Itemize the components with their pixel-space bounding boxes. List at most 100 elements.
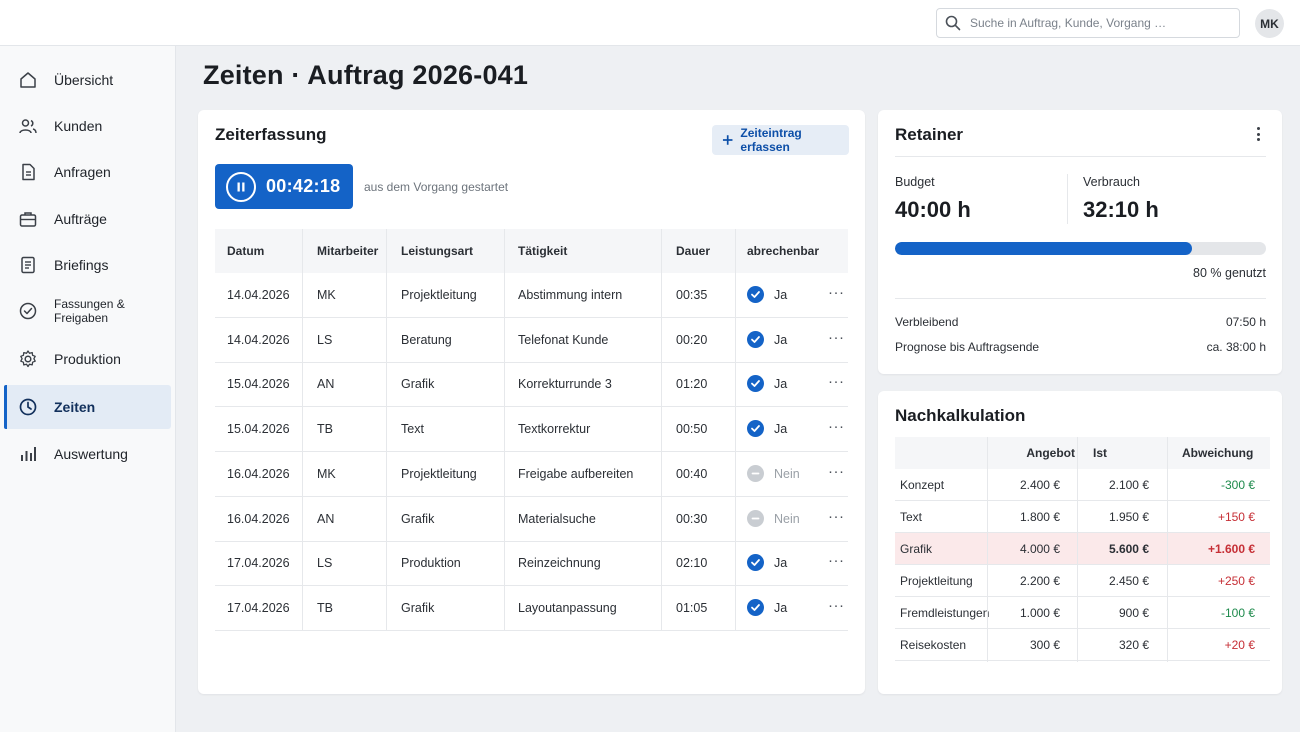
table-row[interactable]: 16.04.2026 MK Projektleitung Freigabe aufbe…: [215, 452, 848, 497]
cell-dauer: 00:30: [676, 511, 708, 526]
more-options-icon[interactable]: [1252, 125, 1264, 143]
row-menu-icon[interactable]: ···: [828, 373, 845, 391]
sidebar-item-kunden[interactable]: Kunden: [4, 104, 171, 148]
cell-mitarbeiter: TB: [317, 600, 333, 615]
cell-position: Projektleitung: [900, 574, 973, 588]
cell-angebot: 1.800 €: [1019, 510, 1060, 524]
row-menu-icon[interactable]: ···: [828, 418, 845, 436]
billable-check-icon[interactable]: [747, 375, 764, 393]
not-billable-minus-icon[interactable]: [747, 464, 764, 482]
column-divider: [661, 229, 662, 631]
billable-check-icon[interactable]: [747, 598, 764, 616]
table-row: Text 1.800 € 1.950 € +150 €: [895, 501, 1270, 533]
column-header-mitarbeiter[interactable]: Mitarbeiter: [317, 244, 379, 258]
cell-position: Text: [900, 510, 923, 524]
column-divider: [987, 437, 988, 662]
column-header-leistungsart[interactable]: Leistungsart: [401, 244, 474, 258]
top-bar: MK: [0, 0, 1300, 46]
column-header-taetigkeit[interactable]: Tätigkeit: [518, 244, 568, 258]
cell-leistungsart: Produktion: [401, 556, 461, 571]
cell-dauer: 02:10: [676, 556, 708, 571]
cell-leistungsart: Grafik: [401, 600, 435, 615]
not-billable-minus-icon[interactable]: [747, 509, 764, 527]
sidebar-item-produktion[interactable]: Produktion: [4, 337, 171, 381]
billable-label: Nein: [774, 511, 800, 526]
table-row: Konzept 2.400 € 2.100 € -300 €: [895, 469, 1270, 501]
sidebar-item-label: Zeiten: [54, 399, 96, 415]
column-header-abrechenbar[interactable]: abrechenbar: [747, 244, 820, 258]
billable-check-icon[interactable]: [747, 420, 764, 438]
sidebar-item-auswertung[interactable]: Auswertung: [4, 432, 171, 476]
sidebar-item-uebersicht[interactable]: Übersicht: [4, 58, 171, 102]
cell-taetigkeit: Abstimmung intern: [518, 288, 623, 302]
budget-label: Budget: [895, 175, 935, 189]
cell-abweichung: -300 €: [1220, 478, 1255, 492]
users-icon: [19, 119, 37, 134]
document-icon: [22, 163, 35, 181]
table-row[interactable]: 14.04.2026 LS Beratung Telefonat Kunde 00:20…: [215, 318, 848, 363]
table-row[interactable]: 15.04.2026 TB Text Textkorrektur 00:50 Ja ···: [215, 407, 848, 453]
table-row[interactable]: 14.04.2026 MK Projektleitung Abstimmung int…: [215, 273, 848, 318]
sidebar-item-label: Fassungen & Freigaben: [54, 297, 125, 325]
table-row[interactable]: 16.04.2026 AN Grafik Materialsuche 00:30 Nein…: [215, 497, 848, 542]
budget-value: 40:00 h: [895, 197, 971, 222]
cell-dauer: 01:05: [676, 600, 708, 615]
cell-position: Konzept: [900, 478, 945, 492]
column-header-datum[interactable]: Datum: [227, 244, 265, 258]
cell-taetigkeit: Telefonat Kunde: [518, 332, 609, 347]
prognose-value: ca. 38:00 h: [1206, 340, 1266, 354]
cell-dauer: 01:20: [676, 377, 708, 392]
column-header-dauer[interactable]: Dauer: [676, 244, 711, 258]
search-box[interactable]: [936, 8, 1240, 38]
column-divider: [302, 229, 303, 631]
cell-angebot: 4.000 €: [1019, 542, 1060, 556]
column-header-ist: Ist: [1093, 446, 1108, 460]
column-header-abweichung: Abweichung: [1182, 446, 1254, 460]
cell-leistungsart: Grafik: [401, 511, 435, 526]
cell-mitarbeiter: MK: [317, 288, 336, 302]
row-menu-icon[interactable]: ···: [828, 552, 845, 570]
row-menu-icon[interactable]: ···: [828, 507, 845, 525]
gear-icon: [20, 350, 36, 368]
cell-ist: 2.450 €: [1108, 574, 1149, 588]
time-table-header: Datum Mitarbeiter Leistungsart Tätigkeit…: [215, 229, 848, 273]
billable-check-icon[interactable]: [747, 330, 764, 348]
search-input[interactable]: [970, 16, 1230, 30]
billable-check-icon[interactable]: [747, 286, 764, 303]
sidebar-item-label: Briefings: [54, 257, 109, 273]
billable-label: Ja: [774, 600, 788, 615]
sidebar-item-briefings[interactable]: Briefings: [4, 243, 171, 287]
sidebar-item-zeiten[interactable]: Zeiten: [4, 385, 171, 429]
table-row[interactable]: 17.04.2026 LS Produktion Reinzeichnung 02:10…: [215, 541, 848, 587]
cell-taetigkeit: Layoutanpassung: [518, 600, 617, 615]
table-row[interactable]: 17.04.2026 TB Grafik Layoutanpassung 01:05 Ja…: [215, 586, 848, 631]
avatar[interactable]: MK: [1255, 9, 1284, 38]
row-menu-icon[interactable]: ···: [828, 596, 845, 614]
cell-position: Grafik: [900, 542, 933, 556]
verbleibend-value: 07:50 h: [1225, 315, 1266, 329]
cell-taetigkeit: Freigabe aufbereiten: [518, 466, 634, 481]
row-menu-icon[interactable]: ···: [828, 284, 845, 301]
sidebar-item-fassungen-freigaben[interactable]: Fassungen & Freigaben: [4, 289, 171, 333]
search-icon: [945, 15, 961, 31]
row-menu-icon[interactable]: ···: [828, 462, 845, 480]
sidebar-item-label: Aufträge: [54, 211, 107, 227]
billable-label: Ja: [774, 332, 788, 347]
cell-datum: 17.04.2026: [227, 556, 290, 571]
column-header-angebot: Angebot: [1026, 446, 1075, 460]
divider: [1067, 174, 1068, 224]
cell-abweichung: +20 €: [1224, 638, 1255, 652]
table-row[interactable]: 15.04.2026 AN Grafik Korrekturrunde 3 01:20 J…: [215, 362, 848, 408]
cell-dauer: 00:20: [676, 332, 708, 347]
billable-check-icon[interactable]: [747, 554, 764, 572]
verbrauch-value: 32:10 h: [1083, 197, 1159, 222]
row-menu-icon[interactable]: ···: [828, 328, 845, 346]
cell-ist: 2.100 €: [1108, 478, 1149, 492]
cell-datum: 15.04.2026: [227, 377, 290, 392]
cell-dauer: 00:35: [676, 288, 708, 302]
check-circle-icon: [19, 302, 37, 320]
sidebar-item-auftraege[interactable]: Aufträge: [4, 197, 171, 241]
sidebar-item-anfragen[interactable]: Anfragen: [4, 150, 171, 194]
pause-button[interactable]: [226, 171, 256, 202]
add-time-entry-button[interactable]: Zeiteintrag erfassen: [712, 125, 849, 155]
